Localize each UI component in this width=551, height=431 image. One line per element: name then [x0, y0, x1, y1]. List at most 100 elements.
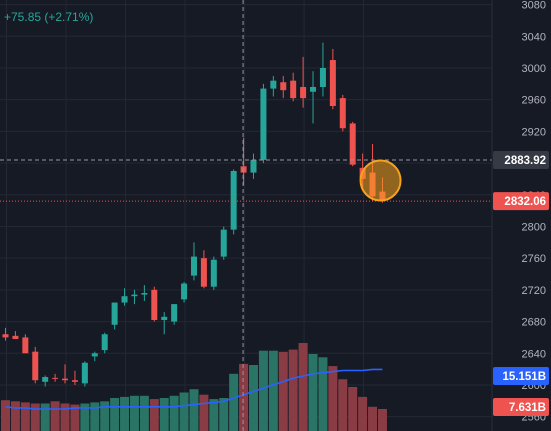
volume-bar: [239, 363, 249, 431]
candle-body: [52, 377, 59, 379]
volume-bar: [50, 401, 60, 431]
candle-body: [250, 159, 257, 173]
candle-body: [280, 82, 287, 91]
volume-bar: [258, 350, 268, 431]
axis-tick-label: 2680: [522, 317, 546, 329]
candle-body: [42, 377, 49, 382]
volume-bars: [1, 343, 387, 431]
volume-bar: [159, 398, 169, 431]
candle-body: [12, 335, 19, 339]
axis-tick-label: 2640: [522, 348, 546, 360]
volume-bar: [328, 366, 338, 431]
candle-body: [300, 87, 307, 99]
volume-bar: [308, 354, 318, 431]
candle-body: [101, 334, 108, 351]
candle-body: [290, 80, 297, 99]
price-candles: [2, 42, 386, 387]
volume-bar: [70, 404, 80, 431]
volume-bar: [209, 399, 219, 431]
candle-body: [171, 304, 178, 322]
volume-bar: [199, 394, 209, 431]
price-axis[interactable]: 3080304030002960292028802840280027602720…: [491, 0, 551, 431]
volume-bar: [129, 395, 139, 431]
volume-bar: [229, 373, 239, 431]
candle-body: [319, 67, 326, 87]
volume-bar: [288, 349, 298, 431]
candle-body: [220, 229, 227, 257]
axis-tick-label: 2800: [522, 221, 546, 233]
highlight-marker: [359, 159, 402, 202]
last-price-label: 2832.06: [504, 196, 546, 208]
volume-bar: [169, 395, 179, 431]
volume-moving-average: [5, 368, 383, 410]
candle-body: [151, 289, 158, 320]
volume-bar: [1, 400, 10, 431]
volume-bar: [10, 401, 20, 431]
volume-bar: [368, 406, 378, 431]
candle-body: [161, 316, 168, 320]
volume-bar: [377, 409, 387, 431]
axis-tick-label: 3040: [522, 31, 546, 43]
volume-bar: [30, 403, 40, 431]
volume-label: 7.631B: [509, 402, 546, 414]
volume-bar: [90, 402, 100, 431]
candle-body: [310, 87, 317, 92]
volume-bar: [338, 379, 348, 431]
volume-bar: [110, 398, 120, 431]
volume-bar: [298, 343, 308, 431]
axis-tick-label: 3080: [522, 0, 546, 12]
candle-body: [270, 80, 277, 89]
volume-bar: [358, 396, 368, 431]
candle-body: [339, 98, 346, 129]
candle-body: [230, 171, 237, 230]
candle-body: [2, 334, 9, 338]
crosshair-price-label: 2883.92: [504, 155, 546, 167]
volume-bar: [249, 365, 258, 431]
price-change-readout: +75.85 (+2.71%): [4, 10, 94, 24]
candle-body: [131, 294, 138, 297]
axis-background: [492, 0, 551, 431]
crosshair-price-label-bg: [493, 150, 549, 169]
volume-ma-label: 15.151B: [503, 371, 546, 383]
candle-body: [121, 296, 128, 303]
volume-bar: [60, 403, 70, 431]
candle-body: [91, 353, 98, 357]
candle-body: [141, 293, 148, 295]
volume-bar: [318, 357, 328, 431]
volume-label-bg: [493, 398, 549, 416]
axis-tick-label: 2920: [522, 126, 546, 138]
candle-body: [32, 351, 39, 381]
volume-ma-line: [5, 368, 383, 410]
axis-tick-label: 2960: [522, 95, 546, 107]
volume-bar: [278, 351, 288, 431]
candle-body: [329, 60, 336, 107]
volume-bar: [139, 395, 149, 431]
axis-tick-label: 2760: [522, 253, 546, 265]
candle-body: [71, 380, 78, 382]
candle-body: [260, 88, 267, 160]
candle-body: [200, 258, 207, 287]
volume-bar: [189, 389, 199, 431]
candle-body: [22, 337, 29, 354]
candle-body: [210, 259, 217, 287]
candle-body: [62, 378, 69, 381]
volume-bar: [348, 387, 358, 431]
candle-body: [81, 362, 88, 384]
volume-bar: [179, 392, 189, 431]
candle-body: [181, 283, 188, 300]
axis-tick-label: 2720: [522, 285, 546, 297]
volume-bar: [40, 403, 50, 431]
candle-body: [349, 123, 356, 165]
volume-bar: [20, 402, 30, 431]
volume-bar: [100, 401, 110, 431]
volume-bar: [80, 403, 90, 431]
volume-bar: [219, 398, 229, 431]
volume-bar: [120, 396, 130, 431]
volume-bar: [268, 350, 278, 431]
crosshair: [0, 0, 492, 431]
candle-body: [111, 302, 118, 325]
volume-bar: [149, 399, 159, 431]
highlight-circle: [359, 159, 402, 202]
volume-ma-label-bg: [493, 367, 549, 385]
